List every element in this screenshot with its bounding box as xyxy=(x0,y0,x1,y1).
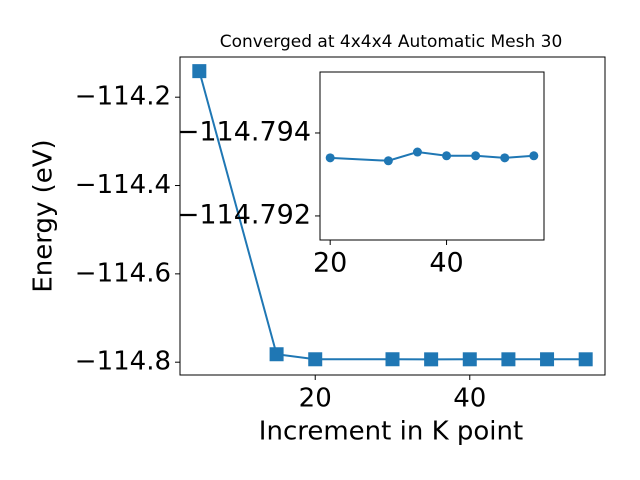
marker xyxy=(500,153,510,163)
y-tick-label: −114.6 xyxy=(75,258,171,288)
axes-frame xyxy=(319,71,545,241)
marker xyxy=(325,153,335,163)
marker xyxy=(385,352,400,367)
y-tick-label: −114.794 xyxy=(177,116,311,147)
y-tick-label: −114.792 xyxy=(177,199,311,230)
y-axis-label: Energy (eV) xyxy=(29,139,59,292)
marker xyxy=(192,64,207,79)
x-tick-label: 40 xyxy=(429,248,463,279)
marker xyxy=(540,352,555,367)
x-tick-label: 20 xyxy=(299,384,332,414)
marker xyxy=(578,352,593,367)
x-tick-label: 20 xyxy=(313,248,347,279)
marker xyxy=(442,151,452,161)
marker xyxy=(471,151,481,161)
marker xyxy=(269,347,284,362)
marker xyxy=(501,352,516,367)
x-axis-label: Increment in K point xyxy=(259,417,523,447)
y-tick-label: −114.4 xyxy=(75,170,171,200)
y-tick-label: −114.2 xyxy=(75,82,171,112)
marker xyxy=(424,352,439,367)
marker xyxy=(308,352,323,367)
x-tick-label: 40 xyxy=(453,384,486,414)
y-tick-label: −114.8 xyxy=(75,347,171,377)
marker xyxy=(412,147,422,157)
marker xyxy=(462,352,477,367)
marker xyxy=(383,156,393,166)
chart-title: Converged at 4x4x4 Automatic Mesh 30 xyxy=(220,32,563,52)
marker xyxy=(529,151,539,161)
